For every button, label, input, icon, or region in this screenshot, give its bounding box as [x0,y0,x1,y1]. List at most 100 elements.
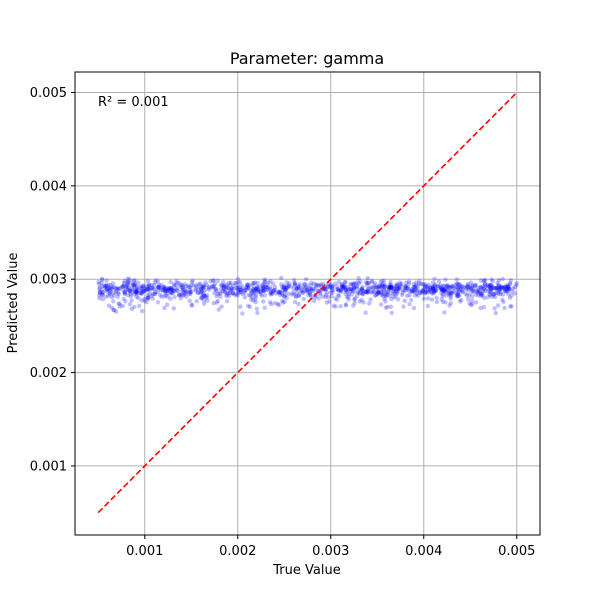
scatter-point [459,288,465,293]
scatter-point [104,287,110,292]
scatter-point [163,286,168,292]
scatter-point [411,289,416,294]
scatter-point [163,293,168,298]
scatter-point [289,292,294,297]
scatter-point [489,283,494,288]
scatter-point [145,286,150,291]
scatter-point [453,290,458,295]
scatter-point [200,284,205,290]
scatter-point [384,292,389,297]
scatter-point [444,283,449,288]
scatter-point [329,294,334,299]
scatter-point [350,287,355,292]
scatter-point [507,286,512,292]
scatter-point [200,295,205,300]
scatter-point [461,284,467,289]
scatter-point [507,282,513,287]
x-axis-label: True Value [272,563,340,578]
scatter-point [194,298,199,304]
scatter-point [116,291,122,297]
scatter-point [162,290,168,295]
scatter-point [117,286,122,291]
x-tick-label: 0.005 [498,544,535,559]
scatter-point [492,286,497,291]
scatter-point [421,289,426,294]
scatter-point [260,284,266,289]
scatter-point [153,289,158,295]
scatter-point [238,304,243,309]
scatter-point [390,291,395,296]
scatter-point [488,285,494,291]
scatter-point [258,289,264,295]
scatter-point [249,297,254,302]
scatter-point [445,285,450,290]
scatter-point [387,285,392,290]
scatter-point [423,289,428,295]
scatter-point [480,284,486,289]
scatter-point [470,283,475,288]
scatter-point [351,285,357,290]
scatter-point [202,301,207,306]
scatter-point [496,278,502,283]
scatter-point [388,285,394,291]
scatter-point [268,279,273,284]
scatter-point [335,287,340,292]
scatter-point [188,287,193,292]
scatter-point [425,284,430,289]
scatter-point [469,294,475,299]
scatter-point [365,290,370,295]
scatter-point [365,280,370,286]
scatter-point [122,289,127,294]
scatter-point [224,286,229,291]
scatter-point [506,291,511,297]
scatter-point [491,292,497,297]
scatter-point [323,286,329,291]
scatter-point [236,280,241,285]
scatter-point [221,279,226,285]
scatter-point [202,293,207,299]
scatter-point [505,282,510,288]
scatter-point [473,300,479,305]
scatter-point [366,281,372,286]
scatter-point [353,285,358,290]
scatter-point [391,287,397,292]
scatter-point [244,284,249,290]
scatter-point [389,296,394,302]
scatter-point [425,290,430,295]
scatter-point [369,285,374,290]
scatter-point [479,291,484,296]
scatter-point [387,284,393,290]
scatter-point [226,281,231,286]
scatter-point [324,290,330,295]
scatter-point [388,304,394,309]
scatter-point [242,290,247,295]
scatter-point [178,296,183,301]
scatter-point [124,283,129,289]
scatter-point [142,296,147,302]
scatter-point [277,289,282,294]
scatter-point [235,284,241,289]
scatter-point [387,286,392,291]
scatter-point [459,298,464,303]
scatter-point [439,286,444,292]
scatter-point [496,291,501,297]
scatter-point [189,279,195,285]
scatter-point [364,288,370,293]
scatter-point [144,300,149,305]
scatter-point [502,305,507,311]
scatter-point [430,285,435,290]
scatter-point [425,296,431,301]
scatter-point [388,284,394,290]
scatter-point [349,292,354,297]
scatter-point [96,279,101,285]
scatter-point [379,283,385,288]
scatter-point [246,292,251,298]
scatter-point [382,296,387,302]
scatter-point [140,284,145,289]
scatter-point [263,279,268,284]
scatter-point [200,289,205,294]
scatter-point [478,284,483,290]
scatter-point [441,292,446,297]
scatter-point [127,289,133,294]
scatter-point [156,284,161,289]
